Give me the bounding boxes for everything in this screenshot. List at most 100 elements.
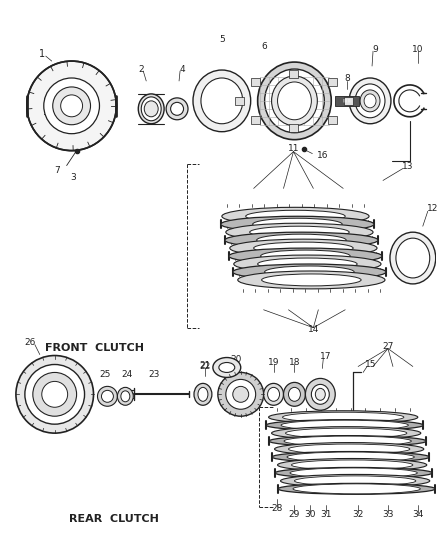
Text: 10: 10 [412,45,424,54]
Ellipse shape [221,216,374,232]
Ellipse shape [238,271,385,289]
Ellipse shape [121,391,130,402]
Ellipse shape [275,442,424,456]
Ellipse shape [278,458,427,471]
Text: 32: 32 [353,510,364,519]
Ellipse shape [283,382,305,406]
Ellipse shape [360,90,380,112]
Ellipse shape [268,387,279,401]
Text: 5: 5 [219,35,225,44]
Ellipse shape [364,94,376,108]
Bar [335,96,359,106]
Ellipse shape [226,379,256,409]
Ellipse shape [266,419,423,431]
Ellipse shape [278,82,311,120]
Ellipse shape [305,378,335,410]
Ellipse shape [264,383,283,405]
Ellipse shape [286,428,407,438]
Ellipse shape [284,436,411,446]
Text: 15: 15 [365,360,377,369]
Ellipse shape [226,223,373,241]
Bar [251,78,260,86]
Bar [290,70,298,78]
Ellipse shape [349,78,391,124]
Ellipse shape [315,389,325,400]
Ellipse shape [272,426,421,440]
Ellipse shape [290,468,417,478]
Ellipse shape [355,84,385,118]
Ellipse shape [269,435,426,447]
Text: 16: 16 [317,151,328,160]
Ellipse shape [230,239,377,257]
Ellipse shape [117,387,133,405]
Ellipse shape [278,483,435,494]
Ellipse shape [257,234,346,246]
Bar [344,97,353,105]
Text: FRONT  CLUTCH: FRONT CLUTCH [45,343,144,352]
Text: 17: 17 [320,352,331,361]
Ellipse shape [311,384,329,404]
Ellipse shape [166,98,188,120]
Ellipse shape [293,484,420,494]
Ellipse shape [294,476,416,486]
Ellipse shape [254,242,353,254]
Text: 4: 4 [179,64,185,74]
Ellipse shape [27,61,117,151]
Text: 26: 26 [24,338,35,347]
Ellipse shape [98,386,117,406]
Ellipse shape [219,362,235,373]
Ellipse shape [281,420,408,430]
Text: |||||||: ||||||| [343,99,352,103]
Ellipse shape [194,383,212,405]
Text: 9: 9 [372,45,378,54]
Text: 30: 30 [304,510,316,519]
Ellipse shape [261,274,361,286]
Ellipse shape [250,226,349,238]
Text: 1: 1 [39,49,45,59]
Bar [328,78,337,86]
Text: 3: 3 [71,173,77,182]
Text: 20: 20 [230,355,241,364]
Ellipse shape [291,460,413,470]
Ellipse shape [261,250,350,262]
Text: 33: 33 [382,510,394,519]
Ellipse shape [53,87,91,125]
Text: 22: 22 [199,362,211,371]
Ellipse shape [275,467,432,479]
Ellipse shape [171,102,184,115]
Ellipse shape [213,358,241,377]
Ellipse shape [102,390,113,402]
Ellipse shape [289,387,300,401]
Bar [328,116,337,124]
Ellipse shape [234,255,381,273]
Ellipse shape [218,373,264,416]
Bar [290,124,298,132]
Ellipse shape [193,70,251,132]
Ellipse shape [289,444,410,454]
Ellipse shape [222,207,369,225]
Text: 13: 13 [402,162,413,171]
Text: 28: 28 [271,504,282,513]
Ellipse shape [390,232,436,284]
Text: 14: 14 [307,325,319,334]
Ellipse shape [272,76,318,126]
Ellipse shape [201,78,243,124]
Ellipse shape [16,356,93,433]
Ellipse shape [138,94,164,124]
Ellipse shape [280,474,430,487]
Text: 7: 7 [54,166,60,175]
Text: 24: 24 [122,370,133,379]
Text: 11: 11 [288,144,299,153]
Text: 29: 29 [289,510,300,519]
Text: 25: 25 [100,370,111,379]
Text: 2: 2 [138,64,144,74]
Ellipse shape [287,452,414,462]
Ellipse shape [198,387,208,401]
Text: 21: 21 [199,361,211,370]
Ellipse shape [233,386,249,402]
Ellipse shape [258,258,357,270]
Text: 18: 18 [289,358,300,367]
Text: 27: 27 [382,342,394,351]
Text: REAR  CLUTCH: REAR CLUTCH [70,514,159,524]
Ellipse shape [225,232,378,248]
